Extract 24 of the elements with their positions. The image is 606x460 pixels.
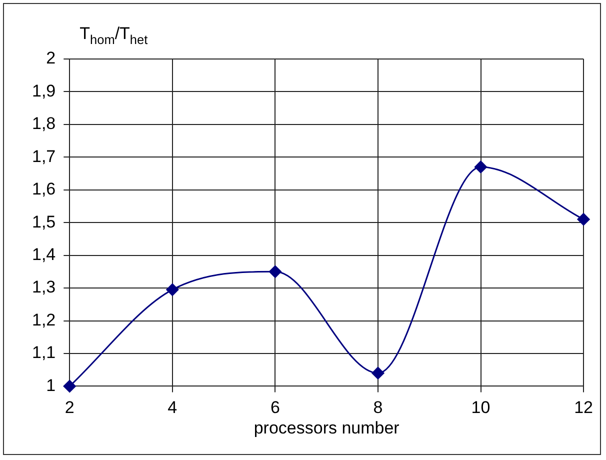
x-tick-label: 8 (373, 398, 383, 418)
x-axis-title: processors number (254, 418, 400, 438)
point (166, 283, 179, 296)
y-tick-label: 1,8 (32, 114, 56, 134)
point (577, 213, 590, 226)
y-tick-label: 1,4 (32, 245, 56, 264)
x-tick-label: 6 (270, 398, 280, 418)
y-tick-label: 2 (46, 48, 56, 68)
point (268, 265, 282, 278)
y-tick-label: 1,6 (32, 180, 56, 199)
x-tick-label: 10 (471, 398, 490, 418)
x-tick-label: 4 (168, 398, 178, 418)
point (372, 366, 384, 380)
y-tick-label: 1,5 (32, 212, 56, 232)
y-tick-label: 1,9 (32, 81, 56, 100)
y-tick-label: 1,1 (32, 343, 56, 362)
y-tick-label: 1,3 (32, 278, 56, 297)
y-tick-label: 1,7 (32, 146, 56, 166)
y-tick-label: 1 (46, 376, 56, 395)
point (474, 160, 488, 174)
x-tick-label: 2 (64, 398, 74, 418)
point (63, 380, 76, 392)
x-tick-label: 12 (574, 398, 594, 418)
y-tick-label: 1,2 (32, 310, 56, 330)
